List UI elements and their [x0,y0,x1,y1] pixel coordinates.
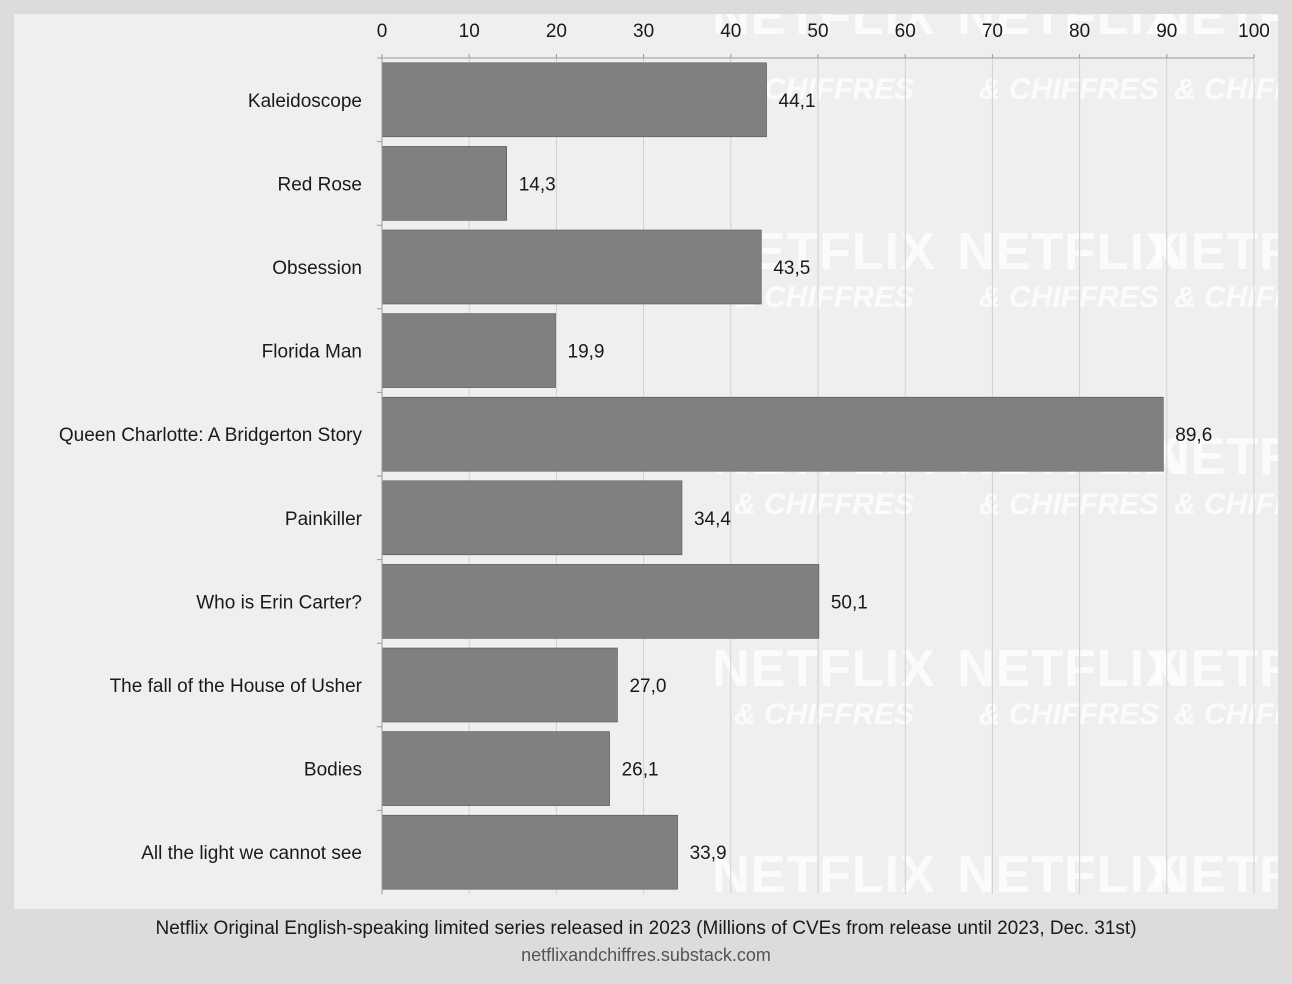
category-label: Bodies [304,760,362,781]
category-label: The fall of the House of Usher [110,676,363,697]
watermark-text: NETFLIX [957,640,1181,698]
axis-layer: 0 10 20 30 40 50 60 70 80 90 100 Kaleidoscope 44,1 Re… [59,21,1270,894]
watermark-text: & CHIFFRES [734,698,914,731]
value-label: 43,5 [773,258,810,279]
value-label: 14,3 [519,174,556,195]
value-label: 33,9 [690,843,727,864]
watermark-text: NETFLIX [1152,846,1278,904]
chart-title: Netflix Original English-speaking limite… [155,918,1137,939]
watermark-text: & CHIFFRES [1174,908,1278,909]
watermark-text: & CHIFFRES [979,908,1159,909]
value-label: 50,1 [831,592,868,613]
value-label: 34,4 [694,509,731,530]
watermark-text: & CHIFFRES [1174,73,1278,106]
x-tick-label: 0 [377,21,388,42]
value-label: 27,0 [629,676,666,697]
bar [381,146,507,221]
x-tick-label: 30 [633,21,654,42]
watermark-text: NETFLIX [712,640,936,698]
watermark-text: NETFLIX [1152,14,1278,46]
x-tick-label: 100 [1238,21,1270,42]
category-label: Who is Erin Carter? [196,592,362,613]
category-label: Painkiller [285,509,363,530]
bar [381,647,618,723]
x-tick-label: 80 [1069,21,1090,42]
category-label: Queen Charlotte: A Bridgerton Story [59,425,363,446]
bars-layer [381,62,1164,890]
watermark-text: & CHIFFRES [734,281,914,314]
watermark-text: NETFLIX [957,14,1181,46]
watermark-text: & CHIFFRES [979,73,1159,106]
value-label: 44,1 [779,91,816,112]
watermark-text: & CHIFFRES [734,908,914,909]
value-label: 89,6 [1175,425,1212,446]
x-tick-label: 70 [982,21,1003,42]
watermark-text: NETFLIX [957,846,1181,904]
watermark-text: & CHIFFRES [979,698,1159,731]
watermark-text: & CHIFFRES [734,488,914,521]
bar [381,564,820,639]
bar [381,480,683,556]
category-label: Florida Man [262,342,362,363]
x-tick-label: 50 [807,21,828,42]
value-label: 19,9 [568,342,605,363]
watermark-text: NETFLIX [1152,640,1278,698]
bar [381,731,610,806]
watermark-text: & CHIFFRES [1174,698,1278,731]
watermark-text: NETFLIX [1152,428,1278,486]
watermark-text: NETFLIX [957,223,1181,281]
category-label: Kaleidoscope [248,91,362,112]
bar [381,62,767,138]
watermark-text: & CHIFFRES [1174,488,1278,521]
category-label: Red Rose [278,174,363,195]
bar [381,814,678,890]
x-tick-label: 60 [895,21,916,42]
watermark-text: NETFLIX [712,14,936,46]
bar [381,313,556,388]
watermark-text: & CHIFFRES [979,488,1159,521]
watermark-text: NETFLIX [1152,223,1278,281]
watermark-text: & CHIFFRES [1174,281,1278,314]
watermark-text: & CHIFFRES [979,281,1159,314]
value-label: 26,1 [622,760,659,781]
category-label: Obsession [272,258,362,279]
x-tick-label: 10 [459,21,480,42]
x-tick-label: 90 [1156,21,1177,42]
chart-source: netflixandchiffres.substack.com [521,945,771,965]
watermark-text: NETFLIX [712,846,936,904]
bar [381,229,762,305]
x-tick-label: 40 [720,21,741,42]
bar [381,396,1164,472]
x-tick-label: 20 [546,21,567,42]
category-label: All the light we cannot see [141,843,362,864]
